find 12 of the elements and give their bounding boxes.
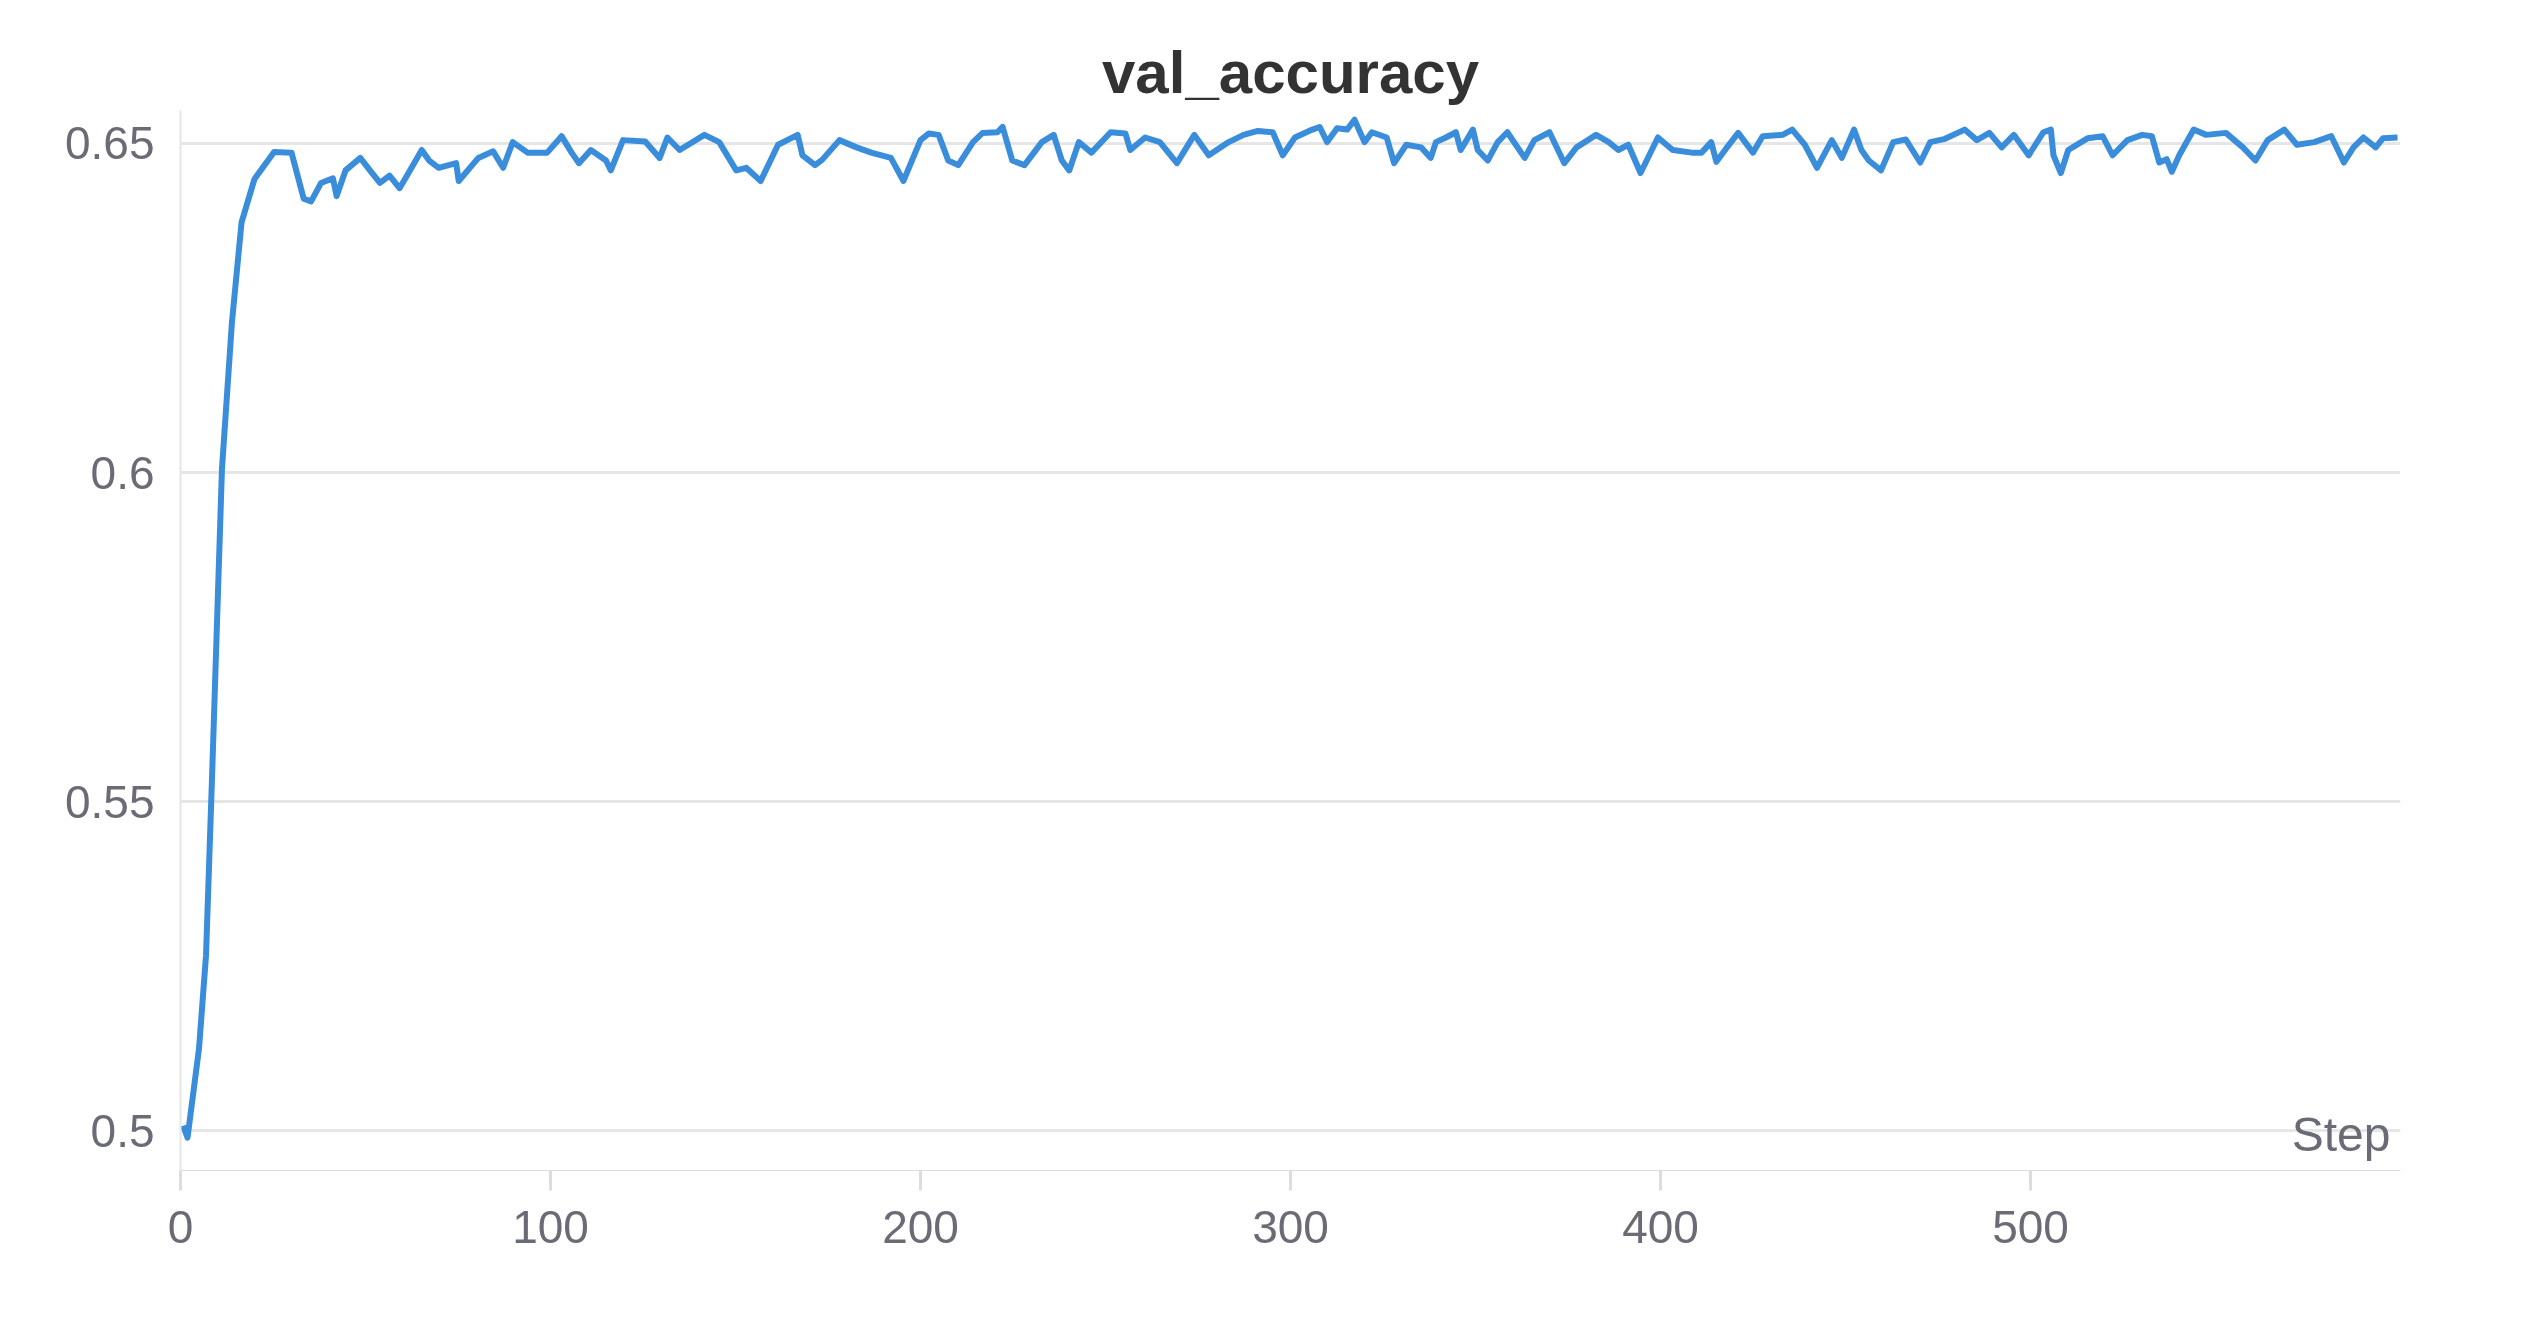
y-tick-label: 0.65	[64, 117, 155, 170]
x-tick-label: 300	[1252, 1200, 1329, 1253]
x-tick-label: 500	[1992, 1200, 2069, 1253]
y-tick-label: 0.6	[90, 446, 155, 499]
x-tick-label: 100	[512, 1200, 589, 1253]
y-tick-label: 0.55	[64, 775, 155, 828]
chart-title: val_accuracy	[1102, 38, 1480, 106]
x-tick-label: 400	[1622, 1200, 1699, 1253]
x-tick-label: 0	[167, 1200, 194, 1253]
y-tick-label: 0.5	[90, 1105, 155, 1157]
x-tick-label: 200	[882, 1200, 959, 1253]
x-axis-title: Step	[2291, 1107, 2391, 1161]
